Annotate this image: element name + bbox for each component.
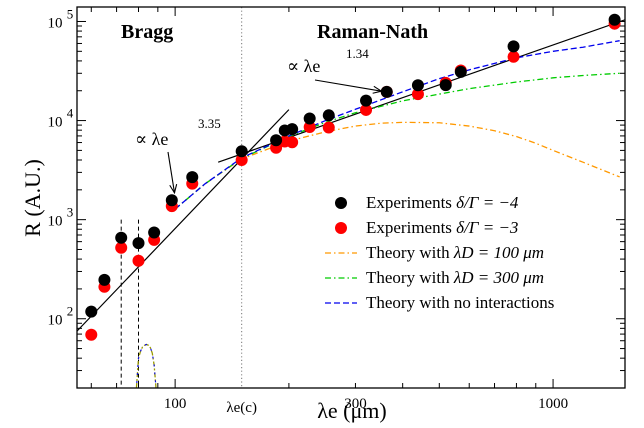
region-label-raman-nath: Raman-Nath [317,21,428,43]
data-point-s0-2 [115,231,128,244]
data-point-s1-18 [507,50,520,63]
data-point-s0-8 [270,134,283,147]
data-point-s0-4 [148,226,161,239]
data-point-s0-3 [132,237,145,250]
data-point-s0-14 [380,85,393,98]
data-point-s1-13 [360,103,373,116]
legend-label-main-3: Theory with [366,268,454,287]
legend-label-1: Experiments δ/Γ = −3 [366,218,518,237]
data-point-s0-15 [411,79,424,92]
legend-label-math-3: λD = 300 μm [453,268,544,287]
x-critical-label: λe(c) [226,400,257,416]
legend-label-math-1: δ/Γ = −3 [456,218,518,237]
plot-content [77,7,625,388]
data-point-s1-0 [85,328,98,341]
x-tick-label-1: 300 [344,396,367,412]
data-point-s0-19 [608,13,621,26]
overlay: 100 300 1000 λe(c) 10 2 10 3 10 4 10 5 λe (μm) R (A.U… [20,6,626,423]
x-tick-label-0: 100 [164,396,187,412]
annotation-text-0: ∝ λe [135,129,168,149]
annotation-arrowhead-1 [372,85,383,94]
legend-label-0: Experiments δ/Γ = −4 [366,193,519,212]
annotation-arrow-1 [314,79,382,92]
legend-label-2: Theory with λD = 100 μm [366,243,544,262]
plot-frame [76,6,626,389]
data-point-s1-2 [115,241,128,254]
theory-curve-overlay-5 [135,343,157,388]
data-point-s1-3 [132,254,145,267]
data-point-s1-11 [303,121,316,134]
data-point-s0-5 [165,194,178,207]
annotation-arrowhead-0 [169,183,178,195]
theory-curve-2 [174,121,620,210]
y-tick-exp-0: 2 [67,304,74,319]
data-point-s1-15 [411,88,424,101]
x-tick-label-2: 1000 [538,396,568,412]
data-point-s0-17 [454,65,467,78]
data-point-s0-7 [235,145,248,158]
data-point-s0-16 [439,79,452,92]
region-label-bragg: Bragg [121,21,173,43]
data-point-s0-0 [85,305,98,318]
legend-label-3: Theory with λD = 300 μm [366,268,544,287]
annotation-arrow-0 [167,151,176,193]
y-tick-base-1: 10 [48,214,63,230]
legend-label-math-2: λD = 100 μm [453,243,544,262]
legend-marker-0 [335,197,347,209]
y-tick-base-2: 10 [48,115,63,131]
data-point-s0-12 [322,109,335,122]
data-point-s1-12 [322,121,335,134]
legend-marker-1 [335,222,347,234]
y-tick-base-3: 10 [48,15,63,31]
fit-line-0 [77,109,290,332]
data-point-s0-1 [98,273,111,286]
data-point-s0-6 [186,171,199,184]
data-point-s1-7 [235,154,248,166]
data-point-s0-13 [360,94,373,107]
annotation-exponent-1: 1.34 [346,46,369,61]
data-point-s0-11 [303,112,316,125]
x-axis-label: λe (μm) [317,398,387,423]
y-tick-exp-3: 5 [67,6,74,21]
legend-label-main-2: Theory with [366,243,454,262]
data-point-s0-18 [507,40,520,53]
legend-label-main-1: Experiments [366,218,456,237]
y-tick-exp-1: 3 [67,205,74,220]
annotation-text-1: ∝ λe [287,56,320,76]
y-tick-base-0: 10 [48,313,63,329]
legend-label-main-0: Experiments [366,193,456,212]
legend-label-main-4: Theory with no interactions [366,293,554,312]
data-point-s1-10 [286,136,299,149]
legend-label-math-0: δ/Γ = −4 [456,193,519,212]
y-tick-exp-2: 4 [67,106,74,121]
data-point-s0-10 [286,123,299,136]
legend-label-4: Theory with no interactions [366,293,554,312]
annotation-exponent-0: 3.35 [198,116,221,131]
y-axis-label: R (A.U.) [20,159,45,237]
